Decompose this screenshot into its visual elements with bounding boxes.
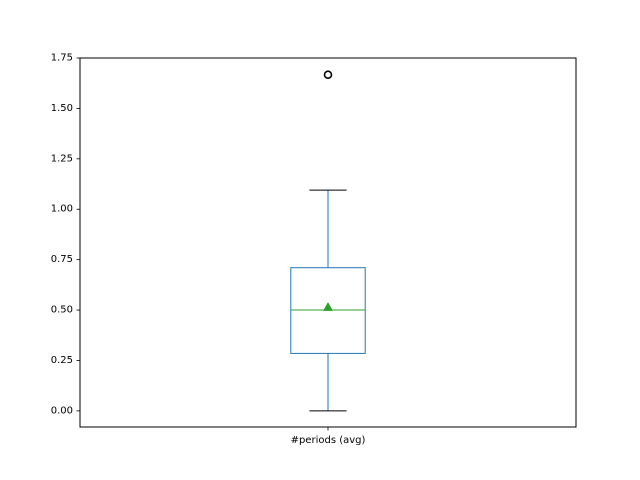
outlier-point [323,70,333,80]
mean-marker [323,302,333,311]
y-tick-label: 1.25 [51,153,73,164]
box-series [290,70,366,412]
x-tick-label: #periods (avg) [291,435,366,446]
y-tick-label: 0.25 [51,355,73,366]
y-tick-label: 1.75 [51,53,73,64]
y-tick-label: 0.75 [51,254,73,265]
y-tick-label: 1.00 [51,204,73,215]
x-axis: #periods (avg) [291,427,366,446]
plot-frame [79,57,577,428]
iqr-box [290,267,366,354]
y-axis: 0.00 0.25 0.50 0.75 1.00 1.25 1.50 1.75 [51,53,80,416]
y-tick-label: 1.50 [51,103,73,114]
y-tick-label: 0.50 [51,305,73,316]
y-tick-label: 0.00 [51,405,73,416]
